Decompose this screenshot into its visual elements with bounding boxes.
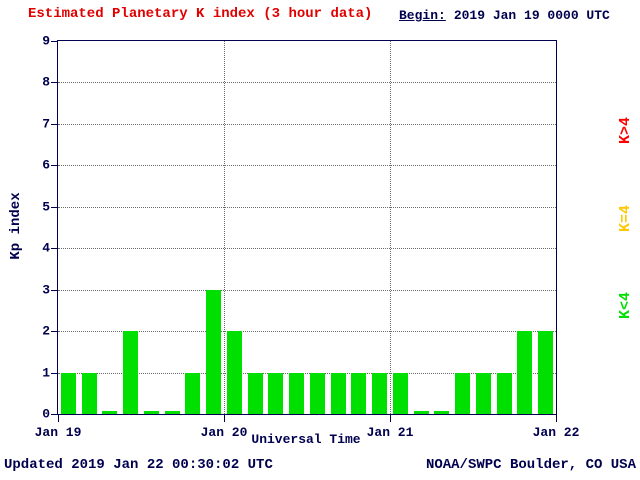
x-tick-label: Jan 21 xyxy=(366,425,414,440)
kp-bar xyxy=(268,372,284,414)
kp-bar xyxy=(475,372,491,414)
kp-bar xyxy=(517,331,533,414)
y-tick-label: 1 xyxy=(42,365,50,381)
updated-timestamp: Updated 2019 Jan 22 00:30:02 UTC xyxy=(4,457,273,473)
kp-bar xyxy=(351,372,367,414)
y-tick xyxy=(51,289,58,291)
y-tick xyxy=(51,41,58,42)
y-gridline xyxy=(58,165,556,167)
x-tick xyxy=(390,415,391,422)
y-tick-label: 5 xyxy=(42,199,50,215)
y-gridline xyxy=(58,123,556,125)
y-tick-label: 8 xyxy=(42,74,50,90)
y-gridline xyxy=(58,372,556,374)
y-tick xyxy=(51,248,58,250)
x-tick-label: Jan 22 xyxy=(532,425,580,440)
chart-title: Estimated Planetary K index (3 hour data… xyxy=(28,6,373,22)
y-tick-label: 7 xyxy=(42,116,50,132)
y-gridline xyxy=(58,206,556,208)
x-gridline xyxy=(390,41,391,414)
kp-bar xyxy=(81,372,97,414)
y-tick-label: 9 xyxy=(42,33,50,49)
legend-item-0: K>4 xyxy=(616,116,634,145)
kp-bar xyxy=(164,411,180,414)
kp-bar xyxy=(538,331,554,414)
kp-bar xyxy=(102,411,118,414)
kp-bar xyxy=(309,372,325,414)
y-gridline xyxy=(58,289,556,291)
kp-bar xyxy=(496,372,512,414)
y-axis-title: Kp index xyxy=(8,192,24,260)
begin-timestamp: Begin: 2019 Jan 19 0000 UTC xyxy=(399,8,610,23)
x-tick-label: Jan 19 xyxy=(34,425,82,440)
y-tick-label: 4 xyxy=(42,240,50,256)
kp-bar xyxy=(372,372,388,414)
kp-bar xyxy=(392,372,408,414)
y-tick-label: 0 xyxy=(42,406,50,422)
y-tick-label: 6 xyxy=(42,157,50,173)
y-tick-label: 2 xyxy=(42,323,50,339)
y-tick xyxy=(51,372,58,374)
legend-item-1: K=4 xyxy=(616,204,634,232)
y-gridline xyxy=(58,248,556,250)
kp-bar xyxy=(413,411,429,414)
legend: K>4 K=4 K<4 xyxy=(612,117,638,319)
y-tick xyxy=(51,165,58,167)
begin-value: 2019 Jan 19 0000 UTC xyxy=(453,8,610,23)
begin-label: Begin: xyxy=(399,8,446,23)
y-gridline xyxy=(58,331,556,333)
y-tick xyxy=(51,123,58,125)
kp-bar xyxy=(60,372,76,414)
x-axis-title: Universal Time xyxy=(251,432,361,447)
y-tick-label: 3 xyxy=(42,282,50,298)
kp-bar xyxy=(185,372,201,414)
plot-area: 0 1 2 3 4 5 6 7 8 9 Jan 19 Jan 20 Jan 21 Jan 22 xyxy=(35,34,580,441)
kp-bar xyxy=(434,411,450,414)
kp-bar xyxy=(455,372,471,414)
kp-bar xyxy=(247,372,263,414)
y-tick xyxy=(51,82,58,84)
x-tick xyxy=(224,415,225,422)
kp-bar xyxy=(206,289,222,414)
source-credit: NOAA/SWPC Boulder, CO USA xyxy=(425,457,636,473)
kp-bar xyxy=(143,411,159,414)
x-tick xyxy=(58,415,59,422)
y-tick xyxy=(51,331,58,333)
kp-bar xyxy=(289,372,305,414)
y-gridline xyxy=(58,82,556,84)
kp-bar xyxy=(330,372,346,414)
y-tick xyxy=(51,414,58,415)
kp-bar xyxy=(226,331,242,414)
y-tick xyxy=(51,206,58,208)
kp-bar xyxy=(123,331,139,414)
legend-item-2: K<4 xyxy=(616,291,634,320)
x-gridline xyxy=(224,41,225,414)
x-tick-label: Jan 20 xyxy=(200,425,248,440)
x-tick xyxy=(556,415,557,422)
